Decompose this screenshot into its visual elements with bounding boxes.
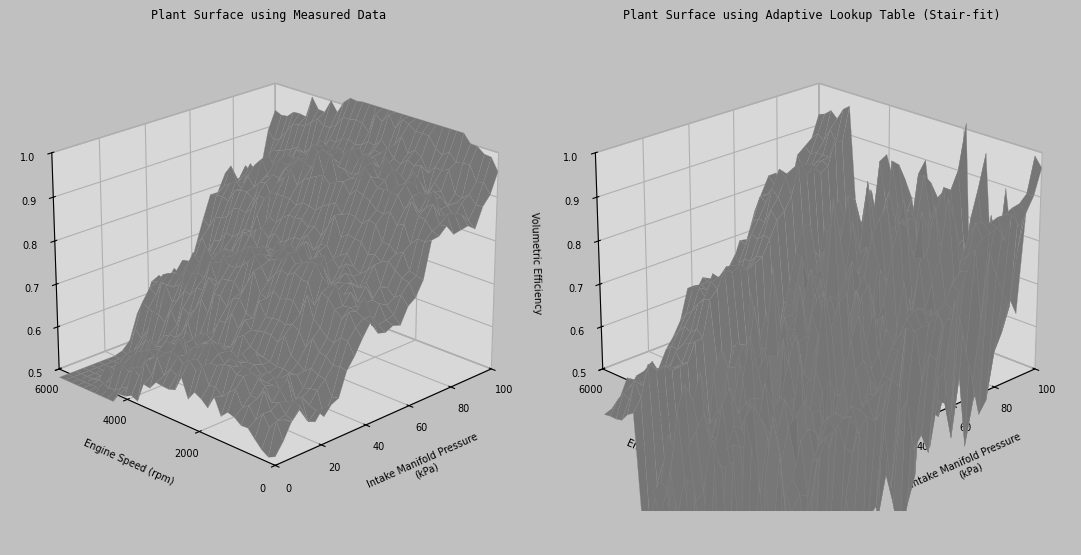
Title: Plant Surface using Adaptive Lookup Table (Stair-fit): Plant Surface using Adaptive Lookup Tabl… <box>624 9 1001 22</box>
Y-axis label: Engine Speed (rpm): Engine Speed (rpm) <box>625 438 719 487</box>
X-axis label: Intake Manifold Pressure
(kPa): Intake Manifold Pressure (kPa) <box>909 431 1027 500</box>
Title: Plant Surface using Measured Data: Plant Surface using Measured Data <box>151 9 386 22</box>
Y-axis label: Engine Speed (rpm): Engine Speed (rpm) <box>82 438 175 487</box>
X-axis label: Intake Manifold Pressure
(kPa): Intake Manifold Pressure (kPa) <box>365 431 484 500</box>
